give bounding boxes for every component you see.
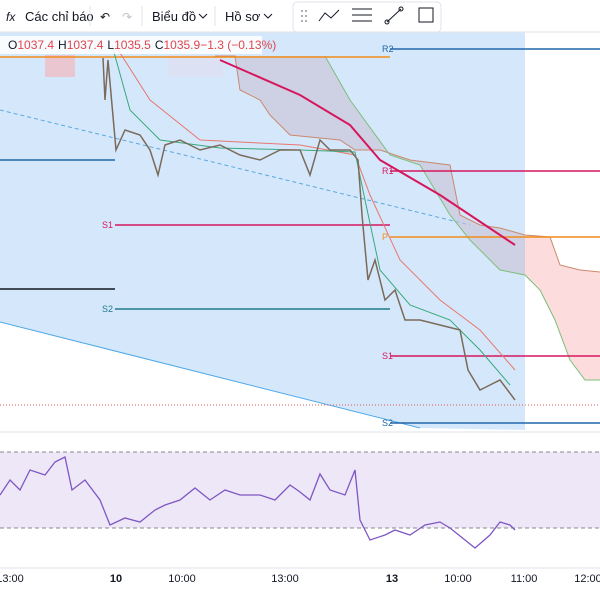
legend-value: 1035.9 xyxy=(163,38,200,52)
legend-value: −1.3 (−0.13%) xyxy=(200,38,276,52)
pivot-label: S2 xyxy=(382,418,393,428)
x-label: 10:00 xyxy=(444,573,472,585)
brush-tool[interactable] xyxy=(384,6,404,25)
x-label: 13:00 xyxy=(0,573,24,585)
ohlc-legend: O1037.4 H1037.4 L1035.5 C1035.9−1.3 (−0.13%… xyxy=(8,38,276,52)
price xyxy=(102,57,516,401)
channel-line xyxy=(0,321,421,429)
box xyxy=(45,55,75,77)
legend-label: L xyxy=(107,38,114,52)
x-label: 10:00 xyxy=(168,573,196,585)
cloud xyxy=(215,56,525,275)
legend-bg xyxy=(0,36,262,54)
fx-icon[interactable]: fx xyxy=(6,10,16,24)
legend-value: 1037.4 xyxy=(17,38,54,52)
drag-handle xyxy=(301,10,307,22)
pivot-label: S1 xyxy=(382,351,393,361)
x-label: 11:00 xyxy=(511,573,538,585)
ma-line xyxy=(219,59,516,246)
rsi-line xyxy=(0,456,516,549)
ma-line xyxy=(114,44,516,371)
redo: ↷ xyxy=(122,10,132,24)
pivot-label: R1 xyxy=(382,166,394,176)
pivot-label: R2 xyxy=(382,44,394,54)
chart-menu[interactable]: Biểu đồ xyxy=(152,9,196,24)
x-label: 13 xyxy=(386,573,398,585)
box xyxy=(168,55,223,77)
undo[interactable]: ↶ xyxy=(100,10,110,24)
fib-tool[interactable] xyxy=(352,8,372,22)
pivot-label: S1 xyxy=(102,220,113,230)
indicators-button[interactable]: Các chỉ báo xyxy=(25,9,94,24)
trend-tool[interactable] xyxy=(318,9,340,22)
chevron xyxy=(263,13,273,19)
legend-value: 1035.5 xyxy=(114,38,151,52)
trend-line xyxy=(0,109,471,226)
profile-menu[interactable]: Hồ sơ xyxy=(225,9,261,24)
chevron xyxy=(198,13,208,19)
x-label: 10 xyxy=(110,573,122,585)
legend-label: O xyxy=(8,38,17,52)
legend-label: H xyxy=(58,38,67,52)
rect-tool[interactable] xyxy=(418,7,434,23)
pivot-label: S2 xyxy=(102,304,113,314)
pivot-label: P xyxy=(382,232,388,242)
legend-label: C xyxy=(155,38,164,52)
ma-line xyxy=(111,44,511,386)
legend-value: 1037.4 xyxy=(67,38,104,52)
cloud xyxy=(525,235,600,380)
x-label: 13:00 xyxy=(271,573,299,585)
cloud-edge xyxy=(324,55,600,381)
rsi-band xyxy=(0,452,600,528)
drawing-toolbar xyxy=(292,1,442,33)
x-label: 12:00 xyxy=(574,573,600,585)
